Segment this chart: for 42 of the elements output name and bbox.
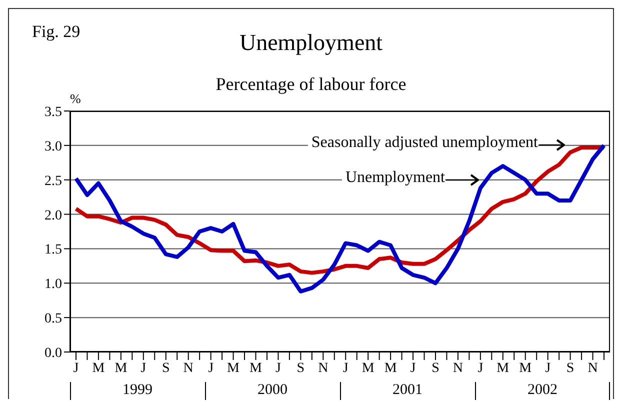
x-tick-label: J: [140, 360, 147, 376]
x-tick-label: M: [384, 360, 398, 376]
x-tick-label: M: [227, 360, 240, 376]
x-tick-label: J: [73, 360, 80, 376]
y-axis-title: %: [70, 91, 81, 107]
chart-title: Unemployment: [239, 30, 383, 55]
x-tick-label: S: [432, 360, 440, 376]
series-label: Seasonally adjusted unemployment: [308, 134, 538, 152]
x-tick-label: S: [296, 360, 305, 376]
y-tick-label: 2.5: [44, 174, 62, 189]
y-tick-label: 3.5: [44, 104, 62, 120]
x-tick-label: S: [162, 360, 170, 376]
text: 2000: [256, 382, 288, 399]
x-tick-label: M: [496, 360, 510, 376]
x-tick-label: J: [410, 360, 416, 376]
x-tick-label: J: [545, 360, 552, 376]
x-tick-label: M: [92, 360, 106, 376]
chart-subtitle: Percentage of labour force: [216, 74, 406, 94]
text: 2001: [392, 382, 424, 399]
x-tick-label: J: [208, 360, 214, 376]
x-tick-label: N: [588, 360, 598, 376]
x-tick-label: N: [318, 360, 328, 376]
x-tick-label: J: [342, 360, 349, 376]
y-tick-label: 1.0: [44, 277, 62, 292]
x-tick-label: M: [362, 360, 375, 376]
x-tick-label: M: [114, 360, 128, 376]
x-tick-label: J: [478, 360, 484, 376]
caption: Fig. 29: [32, 22, 80, 42]
y-tick-label: 0.0: [44, 346, 62, 361]
text: 1999: [122, 382, 154, 399]
x-tick-label: N: [452, 360, 464, 376]
y-tick-label: 0.5: [44, 312, 62, 327]
text: Unemployment: [342, 168, 445, 187]
text: 2002: [526, 382, 558, 399]
y-tick-label: 3.0: [44, 139, 62, 154]
x-tick-label: M: [519, 360, 532, 376]
y-tick-label: 2.0: [44, 208, 62, 224]
x-tick-label: S: [566, 360, 574, 376]
x-tick-label: N: [183, 360, 194, 376]
x-tick-label: J: [275, 360, 282, 376]
y-tick-label: 1.5: [44, 242, 62, 258]
x-tick-label: M: [250, 360, 263, 376]
